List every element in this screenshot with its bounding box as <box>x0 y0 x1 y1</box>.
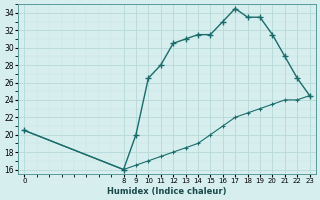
X-axis label: Humidex (Indice chaleur): Humidex (Indice chaleur) <box>107 187 227 196</box>
